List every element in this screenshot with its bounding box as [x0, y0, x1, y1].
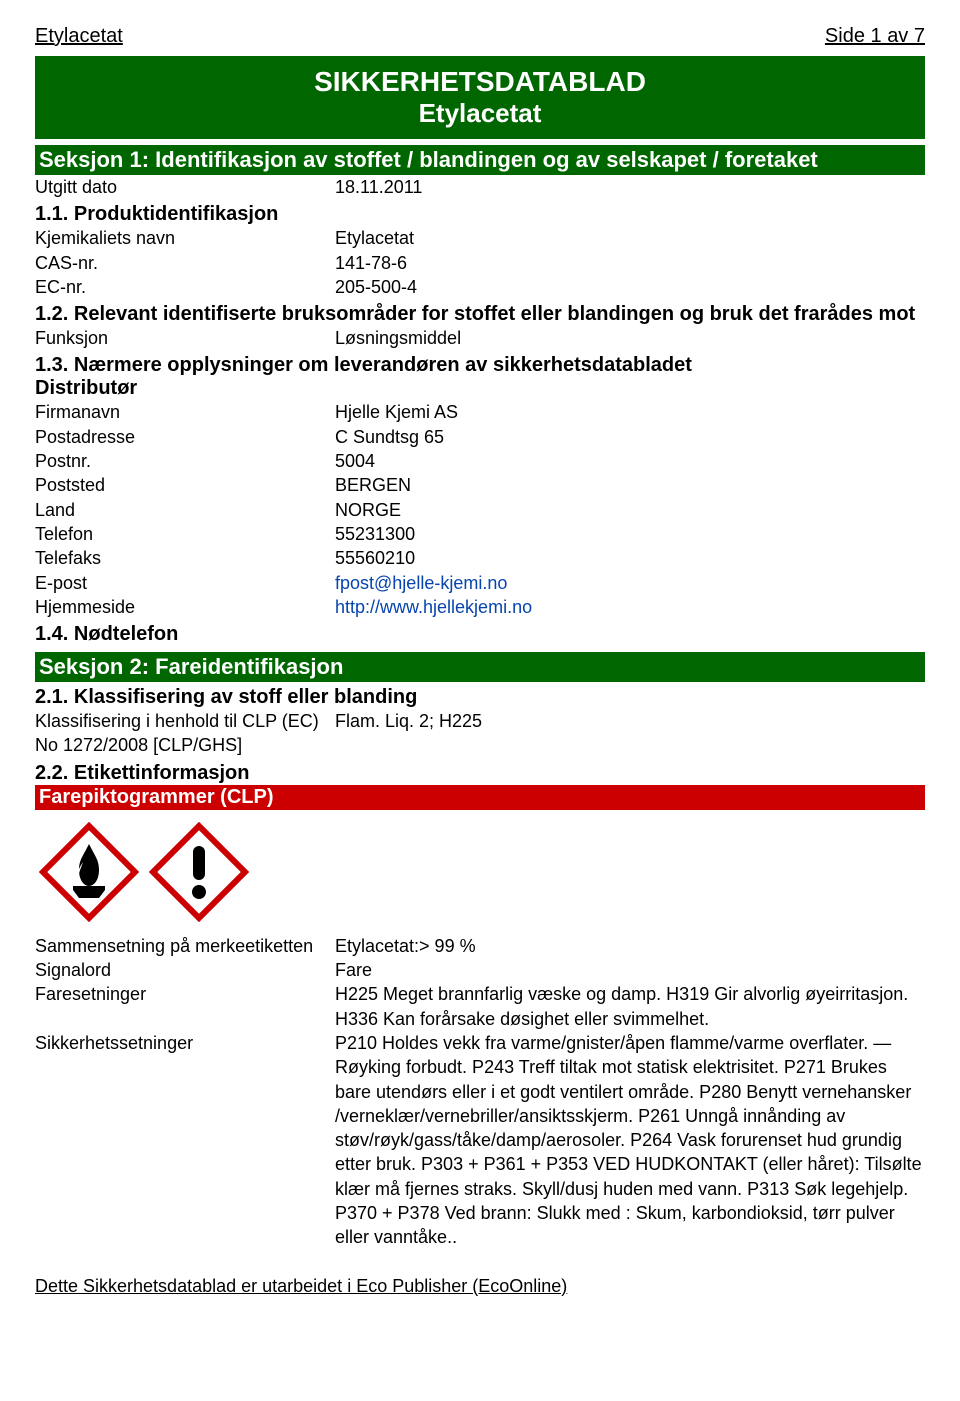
postnr-value: 5004 [335, 449, 925, 473]
postnr-row: Postnr. 5004 [35, 449, 925, 473]
tel-label: Telefon [35, 522, 335, 546]
title-line2: Etylacetat [35, 98, 925, 129]
web-value[interactable]: http://www.hjellekjemi.no [335, 595, 925, 619]
section-2-heading: Seksjon 2: Fareidentifikasjon [35, 652, 925, 682]
email-value[interactable]: fpost@hjelle-kjemi.no [335, 571, 925, 595]
hstatements-row: Faresetninger H225 Meget brannfarlig væs… [35, 982, 925, 1031]
signal-label: Signalord [35, 958, 335, 982]
hstatements-label: Faresetninger [35, 982, 335, 1031]
land-row: Land NORGE [35, 498, 925, 522]
heading-1-1: 1.1. Produktidentifikasjon [35, 203, 925, 226]
cas-row: CAS-nr. 141-78-6 [35, 251, 925, 275]
web-label: Hjemmeside [35, 595, 335, 619]
function-row: Funksjon Løsningsmiddel [35, 326, 925, 350]
composition-row: Sammensetning på merkeetiketten Etylacet… [35, 934, 925, 958]
tel-row: Telefon 55231300 [35, 522, 925, 546]
ghs-exclamation-icon [149, 822, 249, 922]
issued-date-value: 18.11.2011 [335, 175, 925, 199]
addr-value: C Sundtsg 65 [335, 425, 925, 449]
cas-label: CAS-nr. [35, 251, 335, 275]
document-page: Etylacetat Side 1 av 7 SIKKERHETSDATABLA… [0, 0, 960, 1337]
header-right: Side 1 av 7 [825, 25, 925, 48]
pictogram-heading: Farepiktogrammer (CLP) [35, 785, 925, 810]
fax-label: Telefaks [35, 546, 335, 570]
addr-label: Postadresse [35, 425, 335, 449]
firm-label: Firmanavn [35, 400, 335, 424]
heading-2-1: 2.1. Klassifisering av stoff eller bland… [35, 686, 925, 709]
land-label: Land [35, 498, 335, 522]
firm-value: Hjelle Kjemi AS [335, 400, 925, 424]
function-label: Funksjon [35, 326, 335, 350]
fax-row: Telefaks 55560210 [35, 546, 925, 570]
clp-row: Klassifisering i henhold til CLP (EC) No… [35, 709, 925, 758]
fax-value: 55560210 [335, 546, 925, 570]
signal-value: Fare [335, 958, 925, 982]
poststed-value: BERGEN [335, 473, 925, 497]
heading-1-2: 1.2. Relevant identifiserte bruksområder… [35, 303, 925, 326]
cas-value: 141-78-6 [335, 251, 925, 275]
chemical-name-row: Kjemikaliets navn Etylacetat [35, 226, 925, 250]
header-left: Etylacetat [35, 25, 123, 48]
page-footer: Dette Sikkerhetsdatablad er utarbeidet i… [35, 1276, 925, 1297]
ec-row: EC-nr. 205-500-4 [35, 275, 925, 299]
tel-value: 55231300 [335, 522, 925, 546]
poststed-row: Poststed BERGEN [35, 473, 925, 497]
function-value: Løsningsmiddel [335, 326, 925, 350]
pstatements-label: Sikkerhetssetninger [35, 1031, 335, 1250]
heading-2-2: 2.2. Etikettinformasjon [35, 762, 925, 785]
email-label: E-post [35, 571, 335, 595]
heading-1-4: 1.4. Nødtelefon [35, 623, 925, 646]
clp-value: Flam. Liq. 2; H225 [335, 709, 925, 758]
document-title: SIKKERHETSDATABLAD Etylacetat [35, 56, 925, 139]
composition-label: Sammensetning på merkeetiketten [35, 934, 335, 958]
ec-label: EC-nr. [35, 275, 335, 299]
heading-1-3: 1.3. Nærmere opplysninger om leverandøre… [35, 354, 925, 377]
distributor-heading: Distributør [35, 377, 925, 400]
email-row: E-post fpost@hjelle-kjemi.no [35, 571, 925, 595]
issued-date-label: Utgitt dato [35, 175, 335, 199]
chemical-name-value: Etylacetat [335, 226, 925, 250]
hstatements-value: H225 Meget brannfarlig væske og damp. H3… [335, 982, 925, 1031]
ghs-flammable-icon [39, 822, 139, 922]
pstatements-row: Sikkerhetssetninger P210 Holdes vekk fra… [35, 1031, 925, 1250]
chemical-name-label: Kjemikaliets navn [35, 226, 335, 250]
composition-value: Etylacetat:> 99 % [335, 934, 925, 958]
postnr-label: Postnr. [35, 449, 335, 473]
clp-label: Klassifisering i henhold til CLP (EC) No… [35, 709, 335, 758]
issued-date-row: Utgitt dato 18.11.2011 [35, 175, 925, 199]
web-row: Hjemmeside http://www.hjellekjemi.no [35, 595, 925, 619]
signal-row: Signalord Fare [35, 958, 925, 982]
pstatements-value: P210 Holdes vekk fra varme/gnister/åpen … [335, 1031, 925, 1250]
firm-row: Firmanavn Hjelle Kjemi AS [35, 400, 925, 424]
addr-row: Postadresse C Sundtsg 65 [35, 425, 925, 449]
ec-value: 205-500-4 [335, 275, 925, 299]
pictogram-row [39, 822, 921, 922]
land-value: NORGE [335, 498, 925, 522]
section-1-heading: Seksjon 1: Identifikasjon av stoffet / b… [35, 145, 925, 175]
page-header: Etylacetat Side 1 av 7 [35, 25, 925, 48]
poststed-label: Poststed [35, 473, 335, 497]
title-line1: SIKKERHETSDATABLAD [314, 66, 646, 97]
